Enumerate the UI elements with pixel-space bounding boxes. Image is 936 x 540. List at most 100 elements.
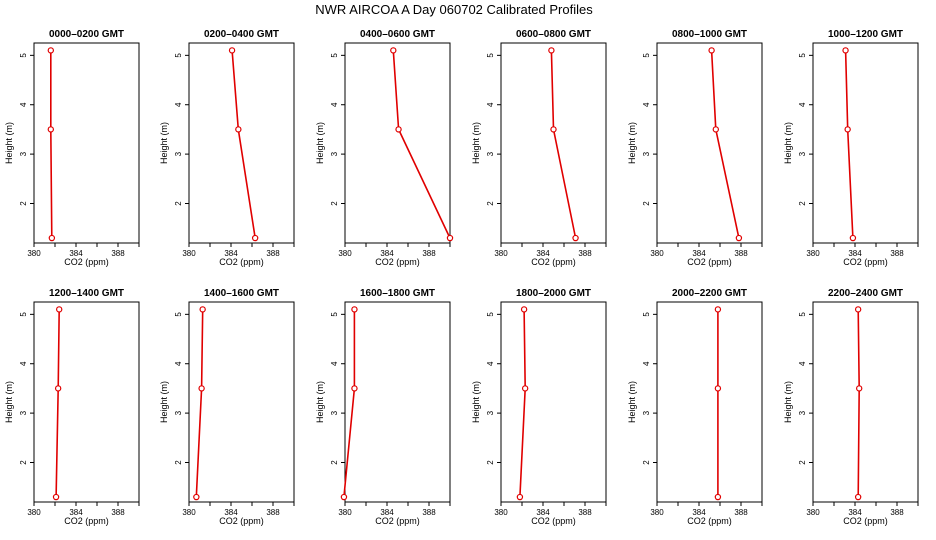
data-point <box>351 385 358 392</box>
x-tick-label: 380 <box>182 508 196 517</box>
y-tick-label: 3 <box>642 151 651 156</box>
data-point <box>52 493 60 501</box>
x-tick-label: 384 <box>848 249 862 258</box>
y-tick-label: 5 <box>798 312 807 317</box>
y-tick-label: 4 <box>642 361 651 366</box>
data-point <box>708 47 715 54</box>
y-tick-label: 5 <box>642 53 651 58</box>
y-tick-label: 2 <box>642 201 651 206</box>
x-tick-label: 388 <box>890 508 904 517</box>
y-tick-label: 4 <box>330 361 339 366</box>
y-tick-label: 2 <box>174 460 183 465</box>
x-tick-label: 380 <box>806 508 820 517</box>
y-axis-label: Height (m) <box>159 122 169 164</box>
y-tick-label: 2 <box>798 460 807 465</box>
y-tick-label: 2 <box>330 201 339 206</box>
y-tick-label: 5 <box>330 53 339 58</box>
plot-frame <box>500 301 607 503</box>
data-point <box>390 47 397 54</box>
profile-line <box>392 50 451 239</box>
panel-title: 2200–2400 GMT <box>828 288 903 299</box>
y-axis-label: Height (m) <box>783 122 793 164</box>
y-tick-label: 2 <box>486 460 495 465</box>
x-tick-label: 384 <box>224 249 238 258</box>
y-tick-label: 4 <box>19 361 28 366</box>
data-point <box>842 47 849 54</box>
data-point <box>854 493 862 501</box>
y-tick-label: 5 <box>486 312 495 317</box>
y-tick-label: 5 <box>19 53 28 58</box>
data-point <box>198 385 205 392</box>
data-point <box>521 385 529 392</box>
y-tick-label: 5 <box>174 312 183 317</box>
x-tick-label: 388 <box>266 508 280 517</box>
x-tick-label: 384 <box>536 249 550 258</box>
x-tick-label: 380 <box>494 249 508 258</box>
plot-frame <box>188 301 295 503</box>
x-tick-label: 380 <box>806 249 820 258</box>
figure-title: NWR AIRCOA A Day 060702 Calibrated Profi… <box>315 2 593 17</box>
plot-frame <box>812 301 919 503</box>
x-axis-label: CO2 (ppm) <box>687 257 732 267</box>
data-point <box>47 126 55 133</box>
y-tick-label: 5 <box>486 53 495 58</box>
y-tick-label: 2 <box>19 201 28 206</box>
y-tick-label: 3 <box>486 151 495 156</box>
x-tick-label: 388 <box>422 508 436 517</box>
x-tick-label: 384 <box>380 249 394 258</box>
panel-title: 0400–0600 GMT <box>360 29 435 40</box>
panel-title: 1600–1800 GMT <box>360 288 435 299</box>
data-point <box>548 47 555 54</box>
data-point <box>520 306 528 313</box>
data-point <box>235 126 242 133</box>
y-tick-label: 4 <box>19 102 28 107</box>
x-tick-label: 388 <box>111 508 125 517</box>
y-tick-label: 3 <box>798 410 807 415</box>
y-tick-label: 2 <box>19 460 28 465</box>
x-tick-label: 380 <box>182 249 196 258</box>
y-axis-label: Height (m) <box>315 381 325 423</box>
x-tick-label: 380 <box>338 508 352 517</box>
y-tick-label: 3 <box>19 151 28 156</box>
x-tick-label: 380 <box>494 508 508 517</box>
x-tick-label: 380 <box>27 508 41 517</box>
plot-frame <box>500 42 607 244</box>
y-tick-label: 2 <box>642 460 651 465</box>
data-point <box>572 234 579 242</box>
data-point <box>395 126 402 133</box>
profile-line <box>49 50 53 239</box>
x-axis-label: CO2 (ppm) <box>219 516 264 526</box>
data-point <box>714 385 722 392</box>
data-point <box>48 234 56 242</box>
y-tick-label: 3 <box>174 151 183 156</box>
y-axis-label: Height (m) <box>783 381 793 423</box>
x-tick-label: 384 <box>69 508 83 517</box>
x-tick-label: 388 <box>266 249 280 258</box>
panel-title: 0800–1000 GMT <box>672 29 747 40</box>
x-tick-label: 380 <box>650 249 664 258</box>
y-tick-label: 3 <box>19 410 28 415</box>
y-tick-label: 5 <box>19 312 28 317</box>
y-tick-label: 2 <box>174 201 183 206</box>
data-point <box>56 306 63 313</box>
y-tick-label: 2 <box>330 460 339 465</box>
y-axis-label: Height (m) <box>159 381 169 423</box>
panel-title: 1800–2000 GMT <box>516 288 591 299</box>
data-point <box>712 126 720 133</box>
y-tick-label: 4 <box>174 102 183 107</box>
y-tick-label: 3 <box>798 151 807 156</box>
x-tick-label: 384 <box>536 508 550 517</box>
profile-line <box>857 309 861 498</box>
x-tick-label: 380 <box>650 508 664 517</box>
data-point <box>516 493 524 501</box>
x-tick-label: 384 <box>692 508 706 517</box>
x-tick-label: 388 <box>890 249 904 258</box>
profile-line <box>844 50 854 239</box>
y-tick-label: 5 <box>174 53 183 58</box>
x-axis-label: CO2 (ppm) <box>843 257 888 267</box>
